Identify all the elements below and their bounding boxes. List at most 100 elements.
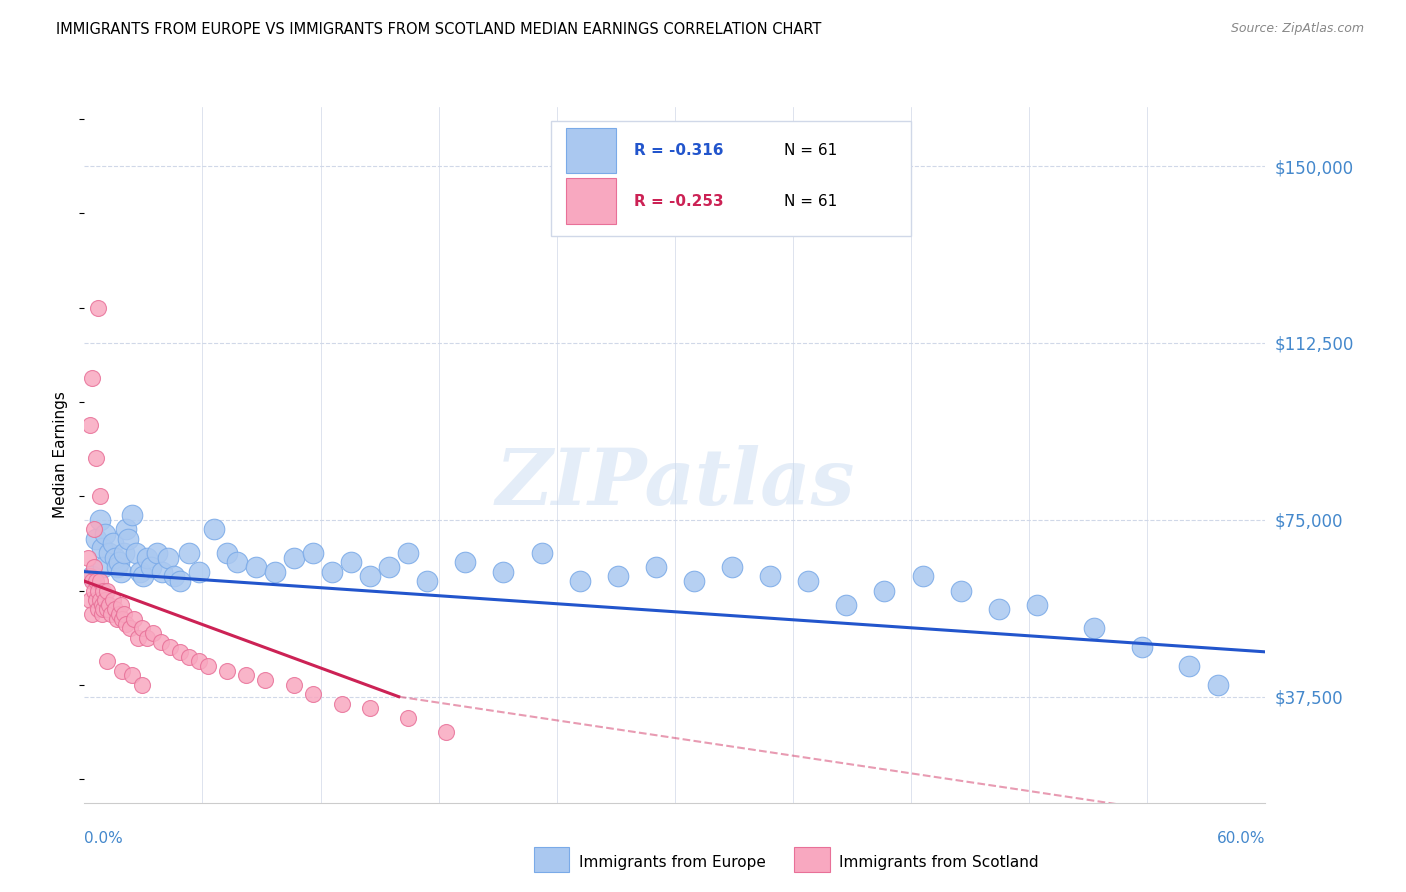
Point xyxy=(93,602,115,616)
Point xyxy=(79,418,101,433)
Point xyxy=(139,560,162,574)
Point xyxy=(644,560,666,574)
Point xyxy=(84,451,107,466)
Point xyxy=(159,640,181,654)
Point xyxy=(110,565,132,579)
Point xyxy=(254,673,277,688)
Text: ZIPatlas: ZIPatlas xyxy=(495,444,855,521)
Point xyxy=(90,541,112,555)
Point xyxy=(321,565,343,579)
Point xyxy=(873,583,896,598)
Point xyxy=(606,569,628,583)
Point xyxy=(84,532,107,546)
Text: R = -0.253: R = -0.253 xyxy=(634,194,723,209)
Point xyxy=(454,555,477,569)
Point xyxy=(98,598,121,612)
Point xyxy=(416,574,439,588)
Point xyxy=(79,569,101,583)
Point xyxy=(157,550,180,565)
Point xyxy=(89,574,111,588)
Point xyxy=(283,550,305,565)
Point xyxy=(217,546,239,560)
Point xyxy=(131,678,153,692)
Point xyxy=(1178,659,1201,673)
Point xyxy=(1130,640,1153,654)
Point xyxy=(235,668,257,682)
Point xyxy=(112,607,135,621)
Point xyxy=(283,678,305,692)
Point xyxy=(911,569,934,583)
Point xyxy=(797,574,820,588)
Text: Immigrants from Europe: Immigrants from Europe xyxy=(579,855,766,870)
Point xyxy=(132,569,155,583)
Point xyxy=(396,546,419,560)
Point xyxy=(96,583,118,598)
Point xyxy=(105,612,128,626)
Text: IMMIGRANTS FROM EUROPE VS IMMIGRANTS FROM SCOTLAND MEDIAN EARNINGS CORRELATION C: IMMIGRANTS FROM EUROPE VS IMMIGRANTS FRO… xyxy=(56,22,821,37)
Point xyxy=(80,574,103,588)
Point xyxy=(89,489,111,503)
Point xyxy=(128,565,150,579)
Point xyxy=(217,664,239,678)
Point xyxy=(100,607,122,621)
Point xyxy=(302,687,325,701)
Point xyxy=(104,550,127,565)
Point xyxy=(107,555,129,569)
Point xyxy=(83,560,105,574)
Text: 60.0%: 60.0% xyxy=(1218,831,1265,846)
Point xyxy=(117,532,139,546)
Point xyxy=(107,607,129,621)
Point xyxy=(721,560,744,574)
Point xyxy=(225,555,247,569)
FancyBboxPatch shape xyxy=(551,121,911,235)
Text: Source: ZipAtlas.com: Source: ZipAtlas.com xyxy=(1230,22,1364,36)
Point xyxy=(84,574,107,588)
Point xyxy=(120,621,142,635)
Point xyxy=(96,602,118,616)
Point xyxy=(90,598,112,612)
Point xyxy=(86,583,108,598)
Point xyxy=(359,701,381,715)
Point xyxy=(949,583,972,598)
Point xyxy=(245,560,267,574)
Point xyxy=(359,569,381,583)
Point xyxy=(163,569,186,583)
Point xyxy=(115,522,138,536)
Point xyxy=(434,725,457,739)
Point xyxy=(77,550,100,565)
Point xyxy=(94,527,117,541)
Point xyxy=(149,635,172,649)
Point xyxy=(125,546,148,560)
Point xyxy=(86,602,108,616)
Point xyxy=(89,593,111,607)
Point xyxy=(84,593,107,607)
Text: 0.0%: 0.0% xyxy=(84,831,124,846)
Point xyxy=(378,560,401,574)
Text: N = 61: N = 61 xyxy=(783,194,837,209)
Text: N = 61: N = 61 xyxy=(783,143,837,158)
Point xyxy=(104,602,127,616)
Point xyxy=(89,513,111,527)
Point xyxy=(96,654,118,668)
Point xyxy=(110,598,132,612)
Point xyxy=(759,569,782,583)
Point xyxy=(187,565,209,579)
Point xyxy=(683,574,706,588)
Point xyxy=(142,626,165,640)
Point xyxy=(90,607,112,621)
Point xyxy=(263,565,285,579)
Point xyxy=(340,555,363,569)
Point xyxy=(94,593,117,607)
FancyBboxPatch shape xyxy=(567,178,616,224)
Point xyxy=(145,546,167,560)
FancyBboxPatch shape xyxy=(567,128,616,173)
Point xyxy=(80,371,103,385)
Point xyxy=(86,301,108,315)
Point xyxy=(79,593,101,607)
Point xyxy=(396,711,419,725)
Point xyxy=(179,546,201,560)
Point xyxy=(835,598,858,612)
Point xyxy=(80,569,103,583)
Point xyxy=(202,522,225,536)
Text: R = -0.316: R = -0.316 xyxy=(634,143,723,158)
